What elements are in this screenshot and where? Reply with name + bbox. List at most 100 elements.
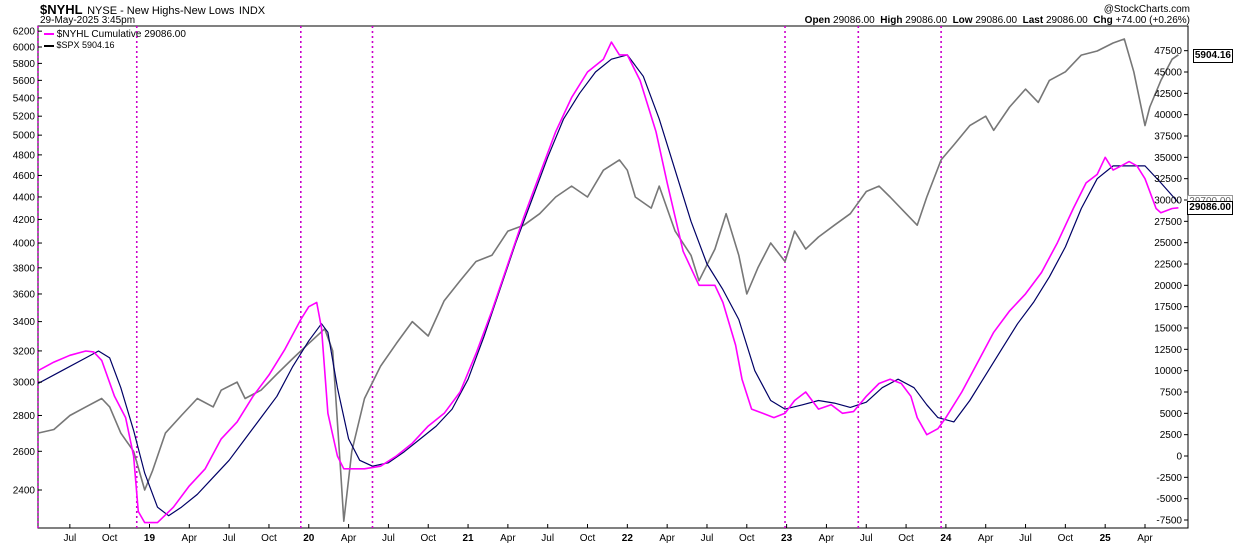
legend-spx: $SPX 5904.16 [44,40,115,50]
right-tick-label-0: -7500 [1156,516,1182,527]
right-tick-label-10: 17500 [1154,302,1182,313]
left-tick-label-6200: 6200 [13,27,36,38]
x-tick-label-26: 25 [1100,533,1112,544]
quote-bar: Open 29086.00 High 29086.00 Low 29086.00… [805,15,1190,26]
x-tick-label-0: Jul [63,533,76,544]
left-tick-label-5400: 5400 [13,93,36,104]
high-value: 29086.00 [905,15,948,26]
left-axis: 2400 2600 2800 3000 3200 3400 3600 3800 4000 4200… [13,27,42,497]
right-tick-label-12: 22500 [1154,260,1182,271]
vertical-markers [37,26,942,528]
right-tick-label-14: 27500 [1154,217,1182,228]
x-tick-label-21: Oct [898,533,914,544]
left-tick-label-3000: 3000 [13,378,36,389]
right-tick-label-17: 35000 [1154,153,1182,164]
x-tick-label-16: Jul [701,533,714,544]
spx-price-label: 5904.16 [1192,49,1233,63]
legend-label-spx: $SPX 5904.16 [56,40,115,50]
x-tick-label-19: Apr [819,533,835,544]
left-tick-label-5800: 5800 [13,59,36,70]
right-tick-label-5: 5000 [1160,409,1183,420]
x-tick-label-1: Oct [102,533,118,544]
x-tick-label-25: Oct [1058,533,1074,544]
right-tick-label-15: 30000 [1154,196,1182,207]
x-tick-label-17: Oct [739,533,755,544]
series-layer [37,38,1179,524]
series-line-moving-average [37,54,1179,517]
left-tick-label-3600: 3600 [13,289,36,300]
legend-nyhl: $NYHL Cumulative 29086.00 [44,29,186,40]
timestamp: 29-May-2025 3:45pm [40,15,136,26]
description: NYSE - New Highs-New Lows [87,5,235,17]
left-tick-label-5200: 5200 [13,112,36,123]
x-tick-label-20: Jul [860,533,873,544]
plot-area [37,25,1189,529]
x-tick-label-18: 23 [781,533,793,544]
x-tick-label-12: Jul [541,533,554,544]
nyhl-price-label: 29086.00 [1187,201,1233,215]
right-tick-label-9: 15000 [1154,324,1182,335]
low-label: Low [952,15,973,26]
right-tick-label-22: 47500 [1154,46,1182,57]
right-tick-label-11: 20000 [1154,281,1182,292]
x-tick-label-22: 24 [940,533,952,544]
x-tick-label-11: Apr [500,533,516,544]
x-tick-label-10: 21 [462,533,474,544]
right-tick-label-1: -5000 [1156,494,1182,505]
left-tick-label-5000: 5000 [13,131,36,142]
chart-title: $NYHL NYSE - New Highs-New Lows INDX [40,1,265,19]
left-tick-label-4600: 4600 [13,171,36,182]
left-tick-label-2600: 2600 [13,447,36,458]
open-value: 29086.00 [833,15,875,26]
x-tick-label-23: Apr [978,533,994,544]
legend-label-nyhl: $NYHL Cumulative 29086.00 [56,29,186,40]
right-tick-label-16: 32500 [1154,174,1182,185]
left-tick-label-4000: 4000 [13,239,36,250]
left-tick-label-4200: 4200 [13,215,36,226]
left-tick-label-3400: 3400 [13,317,36,328]
right-tick-label-20: 42500 [1154,89,1182,100]
series-line-spx [37,38,1179,522]
x-tick-label-24: Jul [1019,533,1032,544]
left-tick-label-4800: 4800 [13,150,36,161]
right-tick-label-2: -2500 [1156,473,1182,484]
left-tick-label-4400: 4400 [13,192,36,203]
right-tick-label-4: 2500 [1160,430,1183,441]
x-tick-label-2: 19 [144,533,156,544]
x-tick-label-4: Jul [223,533,236,544]
symbol: $NYHL [40,2,83,17]
legend-swatch-spx [44,44,54,47]
right-tick-label-3: 0 [1176,452,1182,463]
right-tick-label-18: 37500 [1154,132,1182,143]
right-tick-label-19: 40000 [1154,110,1182,121]
x-tick-label-5: Oct [261,533,277,544]
right-tick-label-6: 7500 [1160,388,1183,399]
x-tick-label-8: Jul [382,533,395,544]
right-tick-label-21: 45000 [1154,68,1182,79]
open-label: Open [804,15,831,26]
x-tick-label-6: 20 [303,533,315,544]
low-value: 29086.00 [975,15,1018,26]
x-tick-label-7: Apr [341,533,357,544]
x-tick-label-14: 22 [622,533,634,544]
legend-swatch-nyhl [44,33,54,36]
watermark: @StockCharts.com [1103,4,1190,15]
right-tick-label-13: 25000 [1154,238,1182,249]
right-tick-label-7: 10000 [1154,366,1182,377]
x-tick-label-3: Apr [182,533,198,544]
last-value: 29086.00 [1045,15,1088,26]
left-tick-label-2400: 2400 [13,486,36,497]
left-tick-label-3200: 3200 [13,346,36,357]
chg-value: +74.00 (+0.26%) [1115,15,1191,26]
right-tick-label-8: 12500 [1154,345,1182,356]
x-tick-label-13: Oct [580,533,596,544]
series-line-nyhl-cumulative [37,41,1179,524]
right-axis: -7500 -5000 -2500 0 2500 5000 7500 10000 12500 15… [1154,46,1188,527]
left-tick-label-6000: 6000 [13,43,36,54]
symbol-type: INDX [238,5,266,17]
chg-label: Chg [1093,15,1113,26]
x-tick-label-15: Apr [659,533,675,544]
left-tick-label-5600: 5600 [13,76,36,87]
left-tick-label-3800: 3800 [13,263,36,274]
